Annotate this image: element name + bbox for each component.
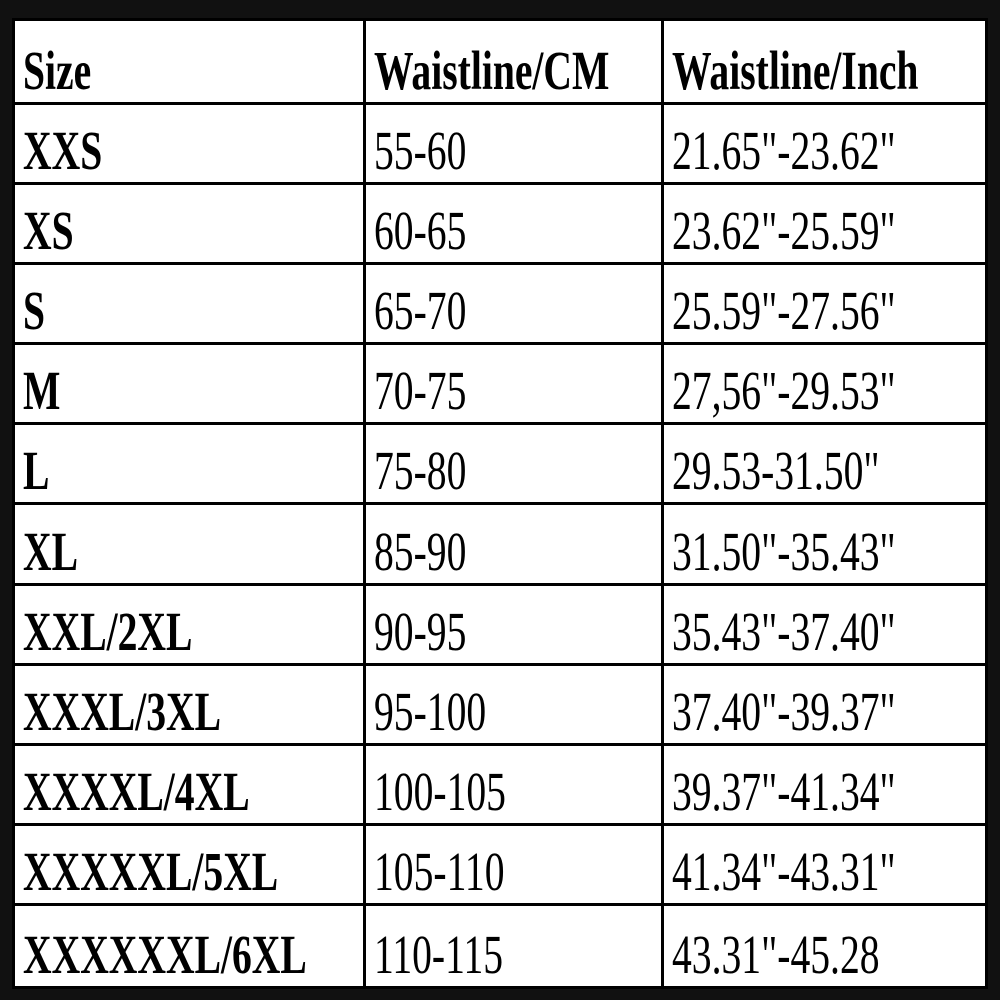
table-cell: 85-90 [366, 505, 664, 586]
cell-size: XXXXXXL/6XL [23, 924, 307, 985]
cell-waist-cm: 65-70 [374, 280, 467, 342]
cell-waist-inch: 43.31"-45.28 [672, 924, 880, 985]
table-cell: 75-80 [366, 425, 664, 506]
cell-waist-inch: 29.53-31.50" [672, 440, 880, 502]
header-cell: Waistline/CM [366, 21, 664, 105]
table-cell: 29.53-31.50" [664, 425, 985, 506]
table-cell: 110-115 [366, 905, 664, 986]
table-cell: 55-60 [366, 105, 664, 186]
table-cell: 27,56"-29.53" [664, 345, 985, 426]
cell-waist-inch: 37.40"-39.37" [672, 680, 896, 742]
table-cell: 60-65 [366, 185, 664, 266]
cell-waist-inch: 41.34"-43.31" [672, 840, 896, 902]
cell-waist-inch: 27,56"-29.53" [672, 360, 896, 422]
table-cell: 95-100 [366, 665, 664, 746]
cell-waist-cm: 105-110 [374, 840, 505, 902]
header-cell: Size [15, 21, 366, 105]
cell-waist-cm: 100-105 [374, 760, 506, 822]
table-cell: XXXXXXL/6XL [15, 905, 366, 986]
cell-waist-inch: 31.50"-35.43" [672, 520, 896, 582]
header-cell: Waistline/Inch [664, 21, 985, 105]
table-cell: 37.40"-39.37" [664, 666, 985, 746]
table-cell: 43.31"-45.28 [664, 906, 985, 986]
table-cell: XXXL/3XL [15, 665, 366, 746]
table-cell: 25.59"-27.56" [664, 265, 985, 346]
table-cell: 21.65"-23.62" [664, 105, 985, 186]
table-cell: 39.37"-41.34" [664, 746, 985, 826]
table-cell: 41.34"-43.31" [664, 826, 985, 906]
cell-waist-cm: 60-65 [374, 200, 467, 262]
table-cell: 35.43"-37.40" [664, 586, 985, 666]
cell-size: XXL/2XL [23, 600, 193, 662]
cell-size: XS [23, 200, 74, 262]
cell-waist-inch: 35.43"-37.40" [672, 600, 896, 662]
table-cell: L [15, 425, 366, 506]
cell-waist-cm: 110-115 [374, 924, 504, 985]
table-cell: XS [15, 185, 366, 266]
table-cell: 31.50"-35.43" [664, 505, 985, 586]
cell-waist-cm: 70-75 [374, 360, 467, 422]
size-chart-table: Size Waistline/CM Waistline/Inch XXS 55-6… [12, 18, 988, 989]
table-cell: 90-95 [366, 585, 664, 666]
header-waist-inch: Waistline/Inch [672, 40, 919, 101]
cell-waist-inch: 21.65"-23.62" [672, 120, 896, 182]
cell-waist-inch: 23.62"-25.59" [672, 200, 896, 262]
table-cell: 100-105 [366, 745, 664, 826]
cell-size: XXXXL/4XL [23, 760, 250, 822]
cell-size: S [23, 280, 46, 342]
table-cell: 70-75 [366, 345, 664, 426]
table-cell: XXXXL/4XL [15, 745, 366, 826]
cell-size: L [23, 440, 50, 502]
cell-waist-cm: 55-60 [374, 120, 467, 182]
table-cell: XXS [15, 105, 366, 186]
cell-waist-cm: 75-80 [374, 440, 467, 502]
table-cell: 105-110 [366, 825, 664, 906]
cell-size: XL [23, 520, 79, 582]
table-cell: XXL/2XL [15, 585, 366, 666]
cell-size: XXXL/3XL [23, 680, 222, 742]
cell-waist-cm: 85-90 [374, 520, 467, 582]
cell-waist-cm: 95-100 [374, 680, 487, 742]
cell-waist-inch: 25.59"-27.56" [672, 280, 896, 342]
cell-size: XXS [23, 120, 103, 182]
table-cell: XXXXXL/5XL [15, 825, 366, 906]
cell-size: M [23, 360, 61, 422]
table-cell: S [15, 265, 366, 346]
header-size: Size [23, 40, 92, 101]
cell-waist-cm: 90-95 [374, 600, 467, 662]
table-cell: 23.62"-25.59" [664, 185, 985, 266]
header-waist-cm: Waistline/CM [374, 40, 610, 101]
cell-waist-inch: 39.37"-41.34" [672, 760, 896, 822]
cell-size: XXXXXL/5XL [23, 840, 279, 902]
table-cell: M [15, 345, 366, 426]
table-cell: 65-70 [366, 265, 664, 346]
table-cell: XL [15, 505, 366, 586]
